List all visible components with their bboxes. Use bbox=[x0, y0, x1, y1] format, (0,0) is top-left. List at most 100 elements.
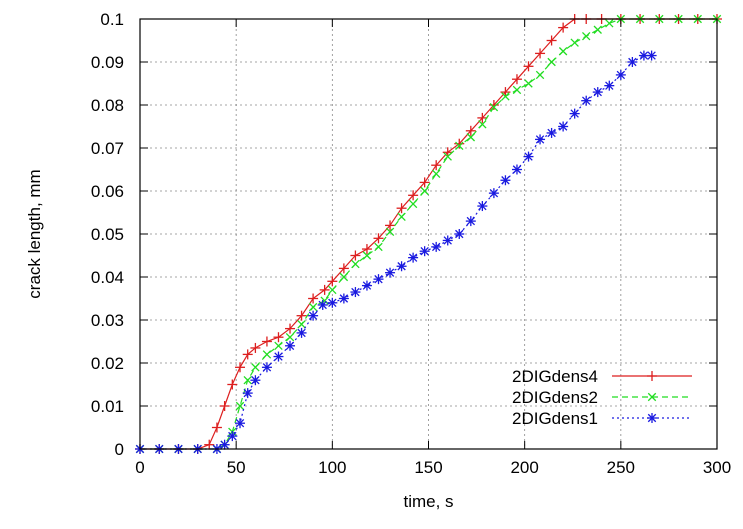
data-point bbox=[397, 212, 406, 222]
data-point bbox=[431, 160, 442, 171]
data-point bbox=[442, 147, 453, 158]
data-point bbox=[478, 120, 487, 129]
data-point bbox=[605, 19, 614, 28]
data-point bbox=[339, 272, 349, 282]
data-point bbox=[419, 246, 430, 257]
data-point bbox=[373, 233, 384, 244]
data-point bbox=[227, 379, 238, 390]
data-point bbox=[558, 47, 568, 56]
y-tick-label: 0.01 bbox=[91, 397, 124, 416]
legend-label: 2DIGdens1 bbox=[512, 409, 598, 428]
data-point bbox=[273, 332, 284, 343]
data-point bbox=[592, 87, 603, 98]
y-tick-label: 0.07 bbox=[91, 139, 124, 158]
data-point bbox=[204, 439, 215, 450]
x-tick-label: 200 bbox=[510, 458, 538, 477]
y-tick-label: 0.08 bbox=[91, 96, 124, 115]
data-point bbox=[500, 87, 511, 98]
data-point bbox=[211, 422, 222, 433]
data-point bbox=[477, 201, 488, 212]
data-point bbox=[604, 80, 615, 91]
x-axis-label: time, s bbox=[403, 492, 453, 511]
data-point bbox=[328, 285, 337, 295]
data-point bbox=[338, 263, 349, 274]
data-point bbox=[243, 375, 252, 385]
data-point bbox=[235, 418, 246, 429]
data-point bbox=[454, 229, 465, 239]
data-point bbox=[535, 48, 546, 59]
data-point bbox=[350, 287, 361, 298]
data-point bbox=[385, 227, 395, 237]
data-point bbox=[374, 242, 383, 252]
data-point bbox=[593, 25, 602, 34]
data-point bbox=[558, 22, 569, 33]
data-point bbox=[361, 280, 372, 291]
data-point bbox=[261, 336, 272, 347]
data-point bbox=[219, 401, 230, 411]
data-point bbox=[285, 340, 296, 351]
data-point bbox=[261, 362, 272, 373]
data-point bbox=[646, 50, 657, 61]
data-point bbox=[511, 74, 522, 85]
data-point bbox=[319, 284, 330, 295]
data-point bbox=[235, 401, 245, 411]
data-point bbox=[327, 297, 338, 308]
data-point bbox=[362, 251, 372, 260]
data-point bbox=[569, 108, 580, 119]
data-point bbox=[242, 349, 253, 360]
data-point bbox=[501, 92, 510, 101]
data-point bbox=[523, 151, 534, 162]
grid bbox=[140, 19, 717, 449]
x-tick-label: 300 bbox=[703, 458, 731, 477]
legend-marker bbox=[647, 413, 657, 423]
data-point bbox=[420, 186, 429, 196]
data-point bbox=[242, 388, 253, 399]
data-point bbox=[488, 100, 499, 110]
x-tick-label: 250 bbox=[607, 458, 635, 477]
data-point bbox=[274, 341, 283, 351]
ticks bbox=[139, 18, 718, 450]
data-point bbox=[627, 57, 638, 67]
data-point bbox=[361, 244, 372, 255]
data-point bbox=[500, 175, 511, 186]
data-point bbox=[419, 177, 430, 188]
data-point bbox=[396, 261, 407, 272]
data-point bbox=[408, 190, 419, 201]
series-line bbox=[140, 18, 717, 450]
series-2DIGdens2 bbox=[135, 14, 722, 454]
data-point bbox=[373, 274, 384, 285]
y-tick-label: 0.02 bbox=[91, 354, 124, 373]
data-point bbox=[317, 299, 328, 310]
data-point bbox=[443, 152, 452, 161]
data-point bbox=[350, 250, 361, 261]
data-point bbox=[308, 293, 319, 304]
legend-label: 2DIGdens4 bbox=[512, 367, 598, 386]
legend: 2DIGdens4 2DIGdens2 2DIGdens1 bbox=[512, 367, 692, 428]
y-tick-label: 0.1 bbox=[100, 10, 124, 29]
data-point bbox=[385, 267, 396, 278]
data-point bbox=[477, 112, 488, 123]
data-point bbox=[296, 327, 307, 338]
tick-labels: 0 50 100 150 200 250 300 0 0.01 0.02 0.03 0.04 0.05 0… bbox=[91, 10, 731, 477]
data-point bbox=[235, 362, 246, 373]
y-axis-label: crack length, mm bbox=[25, 169, 44, 298]
data-point bbox=[273, 351, 284, 362]
y-tick-label: 0.06 bbox=[91, 182, 124, 201]
data-point bbox=[296, 310, 307, 321]
series-line bbox=[140, 54, 652, 450]
y-tick-label: 0.04 bbox=[91, 268, 124, 287]
data-point bbox=[396, 203, 407, 214]
data-point bbox=[308, 310, 319, 321]
data-point bbox=[251, 363, 260, 372]
data-point bbox=[546, 127, 557, 138]
data-point bbox=[327, 276, 338, 287]
series-2DIGdens1 bbox=[135, 50, 657, 454]
x-tick-label: 100 bbox=[318, 458, 346, 477]
data-point bbox=[408, 252, 419, 263]
data-point bbox=[227, 431, 238, 442]
data-point bbox=[351, 259, 360, 269]
data-point bbox=[489, 102, 499, 112]
y-tick-label: 0.05 bbox=[91, 225, 124, 244]
data-point bbox=[512, 85, 522, 95]
data-point bbox=[219, 439, 230, 450]
